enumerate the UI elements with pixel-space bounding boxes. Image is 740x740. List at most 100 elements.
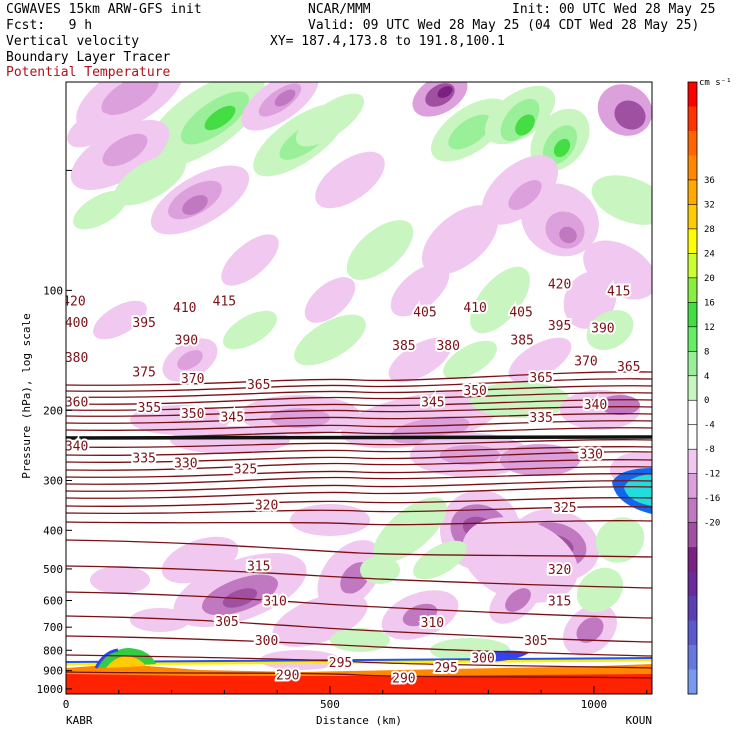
theta-label: 320 (548, 563, 571, 578)
field-potential-temperature: Potential Temperature (6, 65, 171, 80)
theta-label: 395 (548, 319, 571, 334)
y-tick-label: 1000 (37, 683, 64, 696)
colorbar-label: -20 (704, 519, 720, 529)
colorbar-unit: cm s⁻¹ (699, 78, 732, 88)
y-tick-label: 600 (43, 594, 63, 607)
colorbar-label: 36 (704, 176, 715, 186)
theta-label: 415 (213, 294, 236, 309)
theta-label: 310 (263, 594, 286, 609)
theta-contour (66, 473, 652, 485)
theta-contour (66, 451, 652, 463)
theta-label: 380 (436, 339, 459, 354)
theta-label: 305 (524, 634, 547, 649)
velocity-blob (360, 556, 400, 584)
velocity-blob (177, 350, 203, 370)
velocity-blob (221, 234, 279, 286)
theta-label: 335 (529, 411, 552, 426)
velocity-blob (90, 566, 150, 594)
theta-label: 295 (329, 656, 352, 671)
valid-time: Valid: 09 UTC Wed 28 May 25 (04 CDT Wed … (308, 18, 700, 33)
cross-section-coords: XY= 187.4,173.8 to 191.8,100.1 (270, 34, 505, 49)
theta-contour (66, 506, 652, 515)
velocity-blob (576, 567, 624, 613)
theta-contour (66, 671, 652, 679)
y-tick-label: 500 (43, 563, 63, 576)
potential-temperature-contours: 420 415 410 400 395 390 405 410 405 420 415 395 390 3… (65, 275, 652, 688)
theta-label: 305 (215, 615, 238, 630)
colorbar-swatch (688, 179, 697, 205)
x-tick-label: 1000 (581, 698, 608, 711)
theta-label: 295 (434, 661, 457, 676)
theta-label: 370 (181, 372, 204, 387)
theta-contour (66, 466, 652, 478)
colorbar-swatch (688, 522, 697, 548)
tracer-plume (470, 650, 530, 662)
colorbar-swatch (688, 106, 697, 132)
theta-label: 410 (463, 301, 486, 316)
velocity-blob (443, 340, 497, 380)
theta-contour (66, 392, 652, 405)
theta-contour (66, 446, 652, 456)
colorbar-label: 16 (704, 298, 715, 308)
theta-contour (66, 420, 652, 431)
velocity-blob (222, 588, 258, 608)
velocity-blob (388, 337, 452, 383)
y-tick-label: 200 (43, 404, 63, 417)
velocity-blob (130, 405, 230, 435)
theta-contour (66, 413, 652, 424)
velocity-blob (437, 86, 453, 98)
theta-label: 420 (548, 277, 571, 292)
colorbar-label: 20 (704, 274, 715, 284)
colorbar-label: 4 (704, 372, 709, 382)
boundary-layer-tracer-edge (66, 657, 652, 663)
colorbar-swatch (688, 449, 697, 475)
velocity-blob (223, 310, 277, 350)
velocity-blob (576, 617, 604, 643)
theta-label: 325 (553, 501, 576, 516)
velocity-blob (346, 220, 414, 280)
theta-contour (66, 406, 652, 417)
velocity-blob (130, 608, 190, 632)
y-tick-label: 100 (43, 284, 63, 297)
velocity-blob (315, 151, 385, 209)
field-vertical-velocity: Vertical velocity (6, 34, 140, 49)
y-tick-label: 400 (43, 524, 63, 537)
colorbar-label: -8 (704, 445, 715, 455)
colorbar-swatch (688, 302, 697, 328)
colorbar-swatch (688, 204, 697, 230)
init-time: Init: 00 UTC Wed 28 May 25 (512, 2, 716, 17)
velocity-blob (559, 226, 577, 244)
theta-contour (66, 480, 652, 492)
colorbar-label: -12 (704, 470, 720, 480)
theta-label: 315 (247, 559, 270, 574)
colorbar-swatch (688, 351, 697, 377)
organization: NCAR/MMM (308, 2, 371, 17)
theta-contour (66, 565, 652, 589)
velocity-blob (508, 337, 572, 383)
theta-label: 345 (421, 395, 444, 410)
colorbar-label: -4 (704, 421, 715, 431)
theta-label: 400 (65, 316, 88, 331)
y-axis-label: Pressure (hPa), log scale (20, 313, 33, 479)
theta-label: 350 (463, 384, 486, 399)
velocity-blob (102, 133, 148, 167)
colorbar-label: 8 (704, 347, 709, 357)
theta-contour (66, 371, 652, 386)
colorbar-swatch (688, 473, 697, 499)
model-title: CGWAVES 15km ARW-GFS init (6, 2, 202, 17)
field-boundary-layer-tracer: Boundary Layer Tracer (6, 50, 171, 65)
theta-label: 410 (173, 301, 196, 316)
theta-label: 290 (392, 671, 415, 686)
velocity-blob (294, 314, 366, 366)
tracer-plume (106, 656, 146, 668)
left-station-label: KABR (66, 714, 93, 727)
theta-label: 320 (255, 499, 278, 514)
theta-label: 365 (247, 378, 270, 393)
velocity-blob (390, 263, 450, 317)
colorbar-swatch (688, 669, 697, 695)
theta-contour (66, 539, 652, 558)
velocity-blob (595, 517, 645, 563)
theta-label: 395 (132, 316, 155, 331)
colorbar-frame (687, 81, 698, 695)
